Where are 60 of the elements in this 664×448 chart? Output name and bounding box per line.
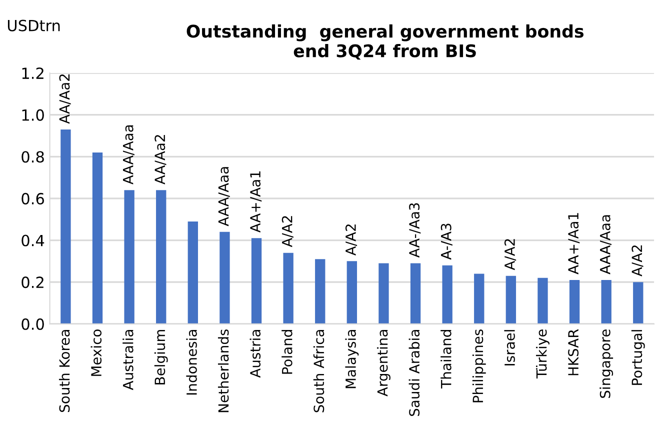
chart-title: Outstanding general government bonds end 3Q24 from BIS [186,24,584,60]
bar [633,282,644,324]
bar [506,276,516,324]
y-tick-label: 0.8 [22,151,44,163]
annotation: AA/Aa2 [59,74,71,124]
bar [474,274,484,324]
annotation: A/A2 [345,224,358,256]
annotation: AAA/Aaa [123,125,134,184]
bar [124,190,134,324]
y-tick-label: 0.6 [22,192,44,204]
x-tick-label: Argentina [377,330,390,396]
x-tick-label: Belgium [154,330,168,384]
x-tick-label: Israel [504,330,515,366]
annotation: AA-/Aa3 [409,203,421,258]
annotation: AA/Aa2 [154,135,166,184]
x-tick-label: Poland [282,330,292,374]
bar [156,190,166,324]
x-tick-label: Philippines [472,329,486,402]
bar [188,221,198,324]
bar [378,263,389,324]
bar [220,232,230,324]
annotation: AA+/Aa1 [568,213,580,274]
x-tick-label: Mexico [90,330,102,376]
bar [251,238,262,324]
annotation: A-/A3 [440,224,452,260]
x-tick-label: Austria [250,330,261,378]
x-tick-label: Türkiye [536,330,550,379]
x-tick-label: Thailand [440,330,452,388]
bar [569,280,580,324]
bar [92,152,103,324]
bar [315,259,326,324]
bar [410,263,421,324]
bar [283,252,294,324]
annotation: AA+/Aa1 [250,171,262,233]
annotation: A/A2 [282,216,294,248]
x-tick-label: Indonesia [186,330,197,395]
x-tick-label: South Africa [313,330,324,412]
x-tick-label: Portugal [631,330,645,385]
bar [346,261,358,324]
x-tick-label: Australia [122,330,134,390]
annotation: AAA/Aaa [218,167,230,226]
x-tick-label: Netherlands [218,329,229,412]
y-tick-label: 0.2 [22,276,44,288]
x-tick-label: Malaysia [345,330,359,388]
y-tick-label: 0.0 [22,318,44,330]
y-axis-title: USDtrn [8,20,60,32]
bar [601,280,612,324]
bar [442,265,452,324]
bar [60,129,71,324]
annotation: A/A2 [632,245,644,276]
x-tick-label: South Korea [58,330,70,412]
x-tick-label: Saudi Arabia [408,330,420,416]
x-tick-label: Singapore [600,330,614,398]
y-tick-label: 1.2 [22,67,44,79]
y-tick-label: 1.0 [22,109,44,121]
x-tick-label: HKSAR [568,329,579,376]
bar [538,278,548,324]
annotation: A/A2 [504,239,516,270]
y-tick-label: 0.4 [22,234,44,246]
annotation: AAA/Aaa [600,215,612,274]
